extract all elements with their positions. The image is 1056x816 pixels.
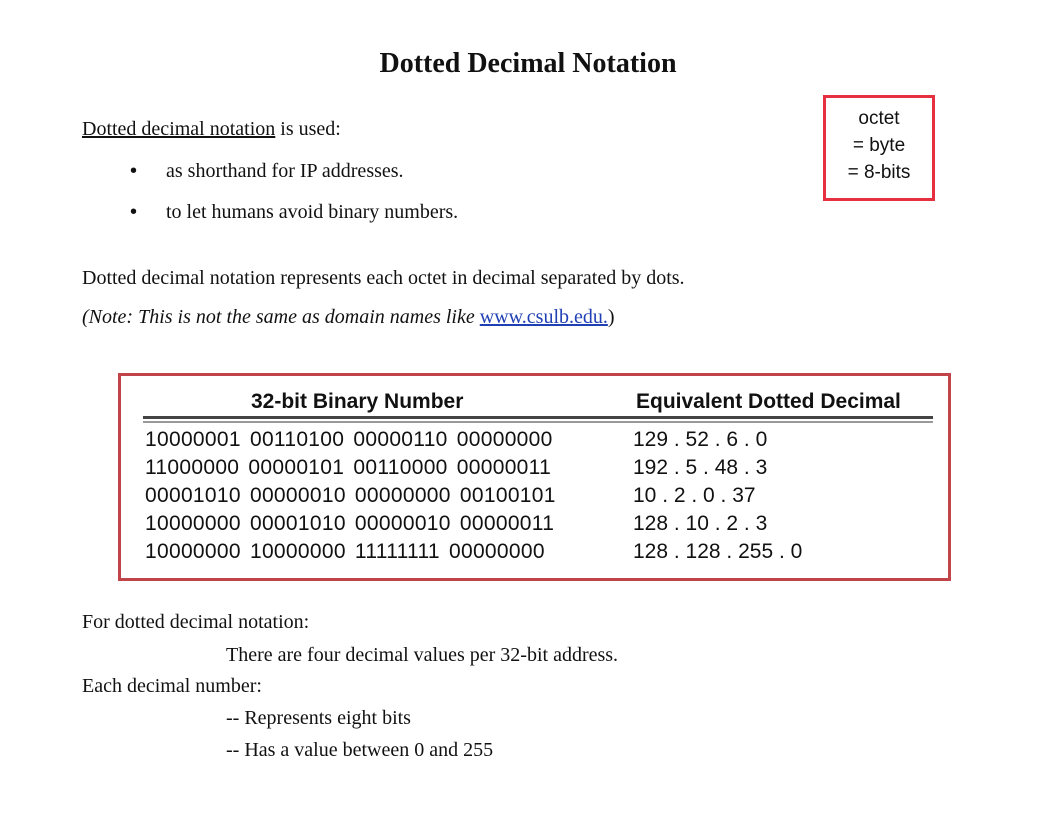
binary-cell: 11000000 00000101 00110000 00000011: [145, 456, 552, 479]
footer-line: For dotted decimal notation:: [82, 611, 310, 633]
octet-callout-box: octet = byte = 8-bits: [823, 95, 935, 201]
bullet-icon: •: [130, 201, 138, 223]
binary-cell: 00001010 00000010 00000000 00100101: [145, 484, 556, 507]
note-prefix: (Note: This is not the same as domain na…: [82, 306, 480, 328]
decimal-cell: 128 . 128 . 255 . 0: [633, 540, 803, 563]
octet-callout-line: = 8-bits: [847, 162, 911, 183]
intro-underlined-term: Dotted decimal notation: [82, 118, 276, 140]
bullet-text: to let humans avoid binary numbers.: [166, 201, 459, 223]
binary-column-header: 32-bit Binary Number: [251, 390, 464, 413]
list-item: • to let humans avoid binary numbers.: [130, 198, 458, 239]
octet-callout-line: = byte: [852, 135, 906, 156]
bullet-list: • as shorthand for IP addresses. • to le…: [130, 157, 458, 239]
footer-line: -- Has a value between 0 and 255: [226, 739, 494, 761]
footer-line: -- Represents eight bits: [226, 707, 411, 729]
binary-cell: 10000000 00001010 00000010 00000011: [145, 512, 555, 535]
header-divider: [143, 416, 933, 419]
intro-line: Dotted decimal notation is used:: [82, 118, 341, 141]
footer-line: There are four decimal values per 32-bit…: [226, 644, 619, 666]
header-divider-shadow: [143, 421, 933, 423]
decimal-cell: 10 . 2 . 0 . 37: [633, 484, 756, 507]
conversion-table: 32-bit Binary Number Equivalent Dotted D…: [118, 373, 951, 581]
decimal-column-header: Equivalent Dotted Decimal: [636, 390, 901, 413]
decimal-cell: 129 . 52 . 6 . 0: [633, 428, 768, 451]
csulb-link[interactable]: www.csulb.edu.: [479, 306, 608, 328]
footer-line: Each decimal number:: [82, 675, 262, 697]
bullet-text: as shorthand for IP addresses.: [166, 160, 404, 182]
intro-rest: is used:: [275, 118, 341, 140]
decimal-cell: 128 . 10 . 2 . 3: [633, 512, 768, 535]
bullet-icon: •: [130, 160, 138, 182]
binary-cell: 10000000 10000000 11111111 00000000: [145, 540, 545, 563]
list-item: • as shorthand for IP addresses.: [130, 157, 458, 198]
decimal-cell: 192 . 5 . 48 . 3: [633, 456, 768, 479]
page-title: Dotted Decimal Notation: [379, 48, 677, 79]
octet-callout-line: octet: [858, 108, 900, 129]
note-line: (Note: This is not the same as domain na…: [82, 306, 615, 329]
description-paragraph: Dotted decimal notation represents each …: [82, 267, 685, 289]
binary-cell: 10000001 00110100 00000110 00000000: [145, 428, 553, 451]
note-suffix: ): [607, 306, 615, 328]
